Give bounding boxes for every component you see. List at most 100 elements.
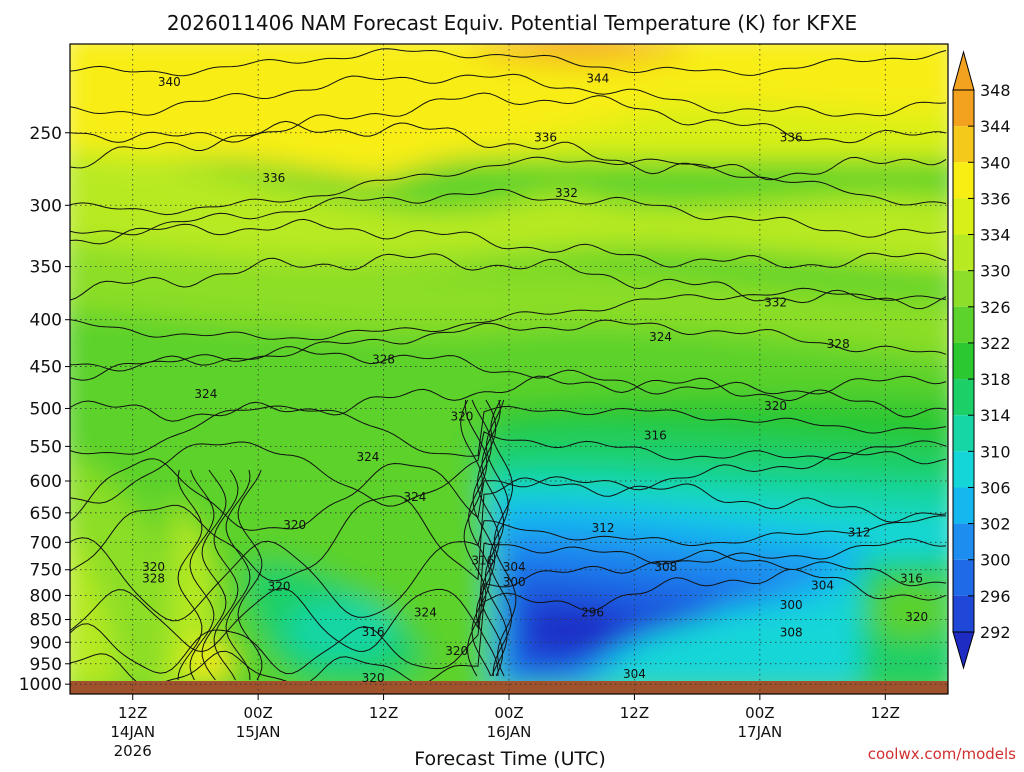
y-tick-label: 300: [30, 196, 62, 216]
colorbar-swatch: [953, 198, 974, 235]
contour-line: [70, 48, 947, 77]
y-tick-label: 650: [30, 504, 62, 524]
contour-label: 332: [764, 295, 787, 309]
x-tick-label: 12Z: [369, 704, 398, 722]
y-tick-label: 550: [30, 437, 62, 457]
colorbar-label: 300: [980, 551, 1011, 570]
contour-line: [70, 515, 947, 622]
x-date-label: 16JAN: [487, 723, 532, 741]
y-tick-label: 350: [30, 258, 62, 278]
contour-lines: [70, 48, 947, 687]
contour-label: 312: [848, 526, 871, 540]
low-level-contour: [201, 469, 227, 681]
contour-label: 312: [592, 521, 615, 535]
y-tick-label: 900: [30, 633, 62, 653]
y-tick-label: 850: [30, 611, 62, 631]
colorbar-label: 344: [980, 117, 1011, 136]
x-tick-label: 12Z: [620, 704, 649, 722]
theta-e-field: [70, 44, 948, 694]
y-tick-label: 700: [30, 533, 62, 553]
y-tick-label: 600: [30, 472, 62, 492]
x-date-label: 17JAN: [737, 723, 782, 741]
y-axis: 2503003504004505005506006507007508008509…: [19, 124, 70, 695]
colorbar-swatch: [953, 306, 974, 343]
colorbar-label: 322: [980, 334, 1011, 353]
colorbar-swatch: [953, 90, 974, 127]
contour-label: 328: [827, 337, 850, 351]
contour-label: 336: [262, 171, 285, 185]
colorbar-swatch: [953, 379, 974, 416]
colorbar-label: 292: [980, 623, 1011, 642]
colorbar-swatch: [953, 162, 974, 199]
x-year-label: 2026: [114, 742, 152, 760]
gridlines: [70, 44, 948, 694]
contour-label: 316: [644, 428, 667, 442]
y-tick-label: 1000: [19, 675, 62, 695]
contour-label: 324: [649, 330, 672, 344]
contour-label: 316: [471, 554, 494, 568]
colorbar-top-arrow: [952, 50, 975, 91]
contour-line: [70, 218, 947, 269]
contour-label: 320: [142, 560, 165, 574]
colorbar-swatch: [953, 126, 974, 163]
frontal-contour: [460, 399, 487, 677]
contour-label: 324: [403, 490, 426, 504]
contour-line: [70, 451, 947, 531]
contour-label: 296: [581, 605, 604, 619]
x-tick-label: 00Z: [745, 704, 774, 722]
contour-line: [70, 405, 947, 457]
contour-line: [70, 287, 947, 341]
y-tick-label: 500: [30, 399, 62, 419]
contour-label: 324: [414, 605, 437, 619]
x-date-label: 15JAN: [236, 723, 281, 741]
x-tick-label: 00Z: [243, 704, 272, 722]
contour-label: 344: [586, 71, 609, 85]
contour-label: 320: [283, 518, 306, 532]
contour-label: 304: [623, 667, 646, 681]
contour-line: [70, 568, 947, 687]
colorbar-label: 340: [980, 153, 1011, 172]
colorbar-bottom-arrow: [952, 631, 975, 670]
y-tick-label: 450: [30, 358, 62, 378]
colorbar-label: 348: [980, 81, 1011, 100]
contour-label: 304: [503, 560, 526, 574]
contour-label: 320: [268, 579, 291, 593]
colorbar-label: 302: [980, 515, 1011, 534]
contour-label: 328: [142, 572, 165, 586]
contour-line: [70, 156, 947, 216]
colorbar-swatch: [953, 595, 974, 632]
colorbar-label: 314: [980, 406, 1011, 425]
contour-label: 320: [451, 409, 474, 423]
contour-label: 316: [362, 625, 385, 639]
contour-line: [70, 346, 947, 395]
x-tick-label: 00Z: [494, 704, 523, 722]
colorbar-label: 318: [980, 370, 1011, 389]
y-tick-label: 400: [30, 311, 62, 331]
y-tick-label: 950: [30, 655, 62, 675]
colorbar-swatch: [953, 559, 974, 596]
credit-link[interactable]: coolwx.com/models: [868, 745, 1016, 763]
low-level-contour: [225, 469, 251, 681]
colorbar-label: 334: [980, 226, 1011, 245]
colorbar-swatch: [953, 234, 974, 271]
contour-label: 336: [534, 131, 557, 145]
low-level-contour: [189, 469, 215, 681]
contour-line: [70, 538, 947, 653]
contour-label: 340: [158, 75, 181, 89]
colorbar-label: 336: [980, 189, 1011, 208]
contour-label: 336: [780, 131, 803, 145]
colorbar-swatch: [953, 451, 974, 488]
colorbar-swatch: [953, 487, 974, 524]
contour-label: 320: [445, 644, 468, 658]
contour-line: [70, 92, 947, 144]
colorbar-swatch: [953, 342, 974, 380]
contour-line: [70, 319, 947, 372]
contour-line: [70, 73, 947, 117]
frontal-contour: [464, 399, 492, 677]
colorbar-label: 310: [980, 442, 1011, 461]
colorbar: 348 344 340 336 334 330 326 322 318 314 310 306 302 3…: [952, 50, 1011, 670]
colorbar-label: 296: [980, 587, 1011, 606]
colorbar-label: 326: [980, 298, 1011, 317]
y-tick-label: 800: [30, 586, 62, 606]
